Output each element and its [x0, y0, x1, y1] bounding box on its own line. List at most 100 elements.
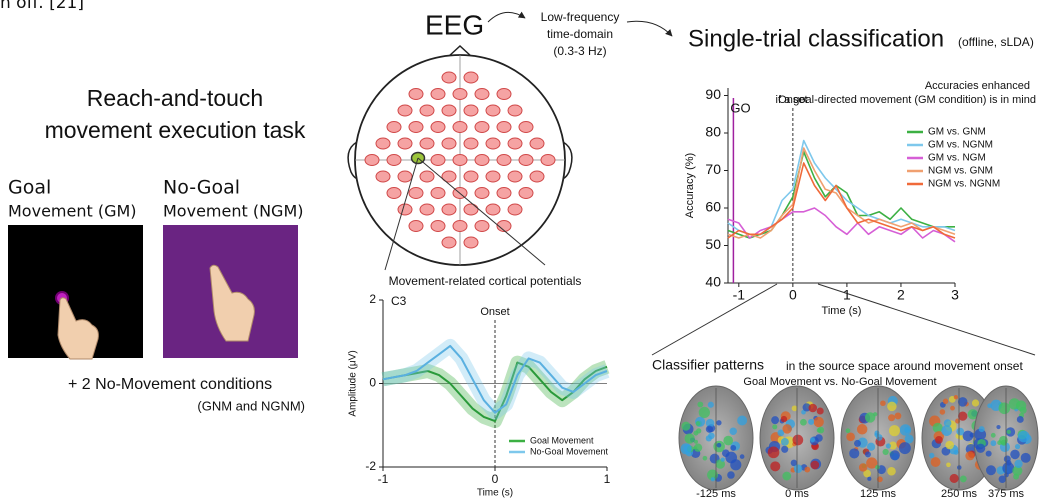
activation [986, 465, 996, 475]
activation [867, 477, 871, 481]
zoom-line [652, 284, 777, 355]
activation [800, 419, 807, 426]
activation [905, 434, 914, 443]
electrode [420, 105, 434, 116]
electrode [431, 122, 445, 133]
activation [883, 449, 889, 455]
activation [729, 428, 737, 436]
event-label: Onset [778, 94, 807, 106]
activation [941, 425, 952, 436]
electrode [442, 138, 456, 149]
activation [808, 419, 814, 425]
activation [792, 435, 803, 446]
activation [931, 457, 941, 467]
activation [716, 420, 721, 425]
electrode [519, 155, 533, 166]
activation [782, 472, 791, 481]
caption: Movement-related cortical potentials [389, 274, 582, 288]
time-label: 0 ms [785, 488, 809, 500]
x-axis-label: Time (s) [822, 305, 862, 317]
electrode [376, 171, 390, 182]
electrode [365, 155, 379, 166]
electrode [398, 138, 412, 149]
activation [986, 451, 992, 457]
condition-sub: Movement (GM) [8, 202, 137, 221]
legend-label: Goal Movement [530, 435, 594, 445]
head-map [348, 46, 572, 265]
class-note: if a goal-directed movement (GM conditio… [776, 94, 1036, 106]
activation [694, 444, 702, 452]
x-tick-label: 0 [492, 472, 499, 486]
time-label: -125 ms [696, 488, 736, 500]
electrode [486, 171, 500, 182]
activation [880, 400, 886, 406]
y-tick-label: 90 [705, 86, 721, 102]
activation [865, 451, 871, 457]
activation [708, 402, 714, 408]
electrode [530, 138, 544, 149]
electrode [453, 155, 467, 166]
activation [854, 440, 861, 447]
activation [979, 426, 985, 432]
activation [697, 402, 703, 408]
time-label: 125 ms [860, 488, 897, 500]
task-title: movement execution task [45, 117, 306, 143]
x-tick-label: -1 [378, 472, 389, 486]
electrode [464, 72, 478, 83]
activation [706, 426, 713, 433]
x-tick-label: 1 [843, 287, 851, 303]
y-tick-label: 50 [705, 236, 721, 252]
activation [727, 471, 735, 479]
activation [999, 402, 1011, 414]
y-tick-label: 60 [705, 199, 721, 215]
activation [782, 424, 791, 433]
activation [693, 431, 698, 436]
electrode [464, 237, 478, 248]
electrode [376, 138, 390, 149]
activation [888, 414, 895, 421]
panel-label: C3 [391, 294, 407, 308]
patterns-title-rest: in the source space around movement onse… [786, 359, 1023, 373]
activation [929, 453, 934, 458]
task-title: Reach-and-touch [87, 85, 263, 111]
activation [772, 424, 777, 429]
electrode [475, 89, 489, 100]
activation [1017, 416, 1024, 423]
class-note: Accuracies enhanced [925, 80, 1030, 92]
electrode [387, 155, 401, 166]
activation [781, 416, 787, 422]
electrode [431, 221, 445, 232]
electrode [409, 221, 423, 232]
activation [846, 428, 851, 433]
electrode [453, 89, 467, 100]
activation [703, 456, 708, 461]
activation [944, 419, 952, 427]
electrode [508, 105, 522, 116]
note: + 2 No-Movement conditions [68, 376, 272, 393]
x-tick-label: 0 [789, 287, 797, 303]
activation [972, 399, 979, 406]
legend-label: GM vs. NGM [928, 153, 986, 164]
activation [954, 395, 958, 399]
eeg-title: EEG [425, 9, 484, 40]
legend-label: NGM vs. GNM [928, 166, 993, 177]
electrode [508, 138, 522, 149]
class-method: (offline, sLDA) [958, 35, 1034, 49]
activation [711, 477, 715, 481]
legend-label: GM vs. GNM [928, 127, 986, 138]
activation [846, 432, 855, 441]
y-tick-label: 70 [705, 161, 721, 177]
condition-sub: Movement (NGM) [163, 202, 304, 221]
electrode [398, 171, 412, 182]
activation [887, 402, 896, 411]
activation [875, 465, 880, 470]
figure: n off. [21] Reach-and-touch movement exe… [0, 0, 1042, 502]
electrode [475, 122, 489, 133]
activation [946, 462, 951, 467]
electrode [398, 204, 412, 215]
activation [684, 433, 694, 443]
electrode [464, 204, 478, 215]
y-tick-label: 0 [369, 376, 376, 390]
activation [999, 436, 1008, 445]
activation [895, 412, 902, 419]
